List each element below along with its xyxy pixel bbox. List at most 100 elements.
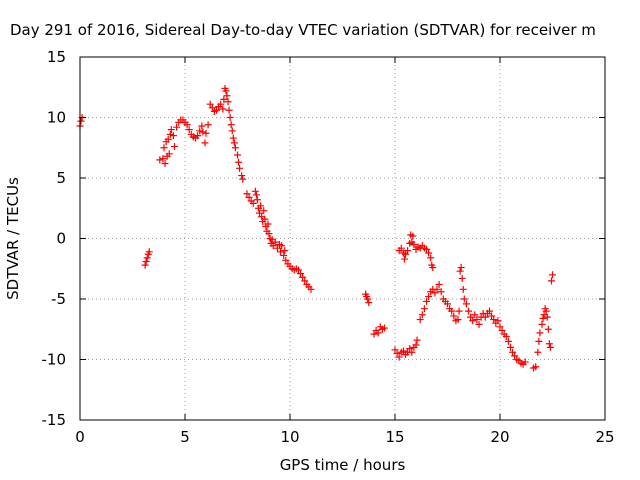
data-point-seg4-38: [301, 277, 309, 285]
data-point-seg3-26: [201, 139, 209, 147]
y-tick-label-10: 10: [47, 109, 66, 127]
data-point-seg1-1: [77, 117, 85, 125]
data-point-seg10-12: [547, 277, 555, 285]
data-point-seg9-53: [521, 358, 529, 366]
data-point-seg6-0: [370, 330, 378, 338]
data-point-seg9-27: [467, 313, 475, 321]
data-point-seg9-28: [469, 317, 477, 325]
data-point-seg10-3: [538, 320, 546, 328]
data-point-seg3-18: [185, 126, 193, 134]
data-point-seg3-9: [167, 126, 175, 134]
y-tick-label--10: -10: [42, 351, 67, 369]
data-point-seg3-49: [235, 158, 243, 166]
tick-labels: 0 5 10 15 20 25 -15 -10 -5 0 5 10 15: [42, 48, 615, 446]
data-point-seg9-0: [416, 316, 424, 324]
data-point-seg2-0: [141, 261, 149, 269]
y-tick-label--5: -5: [51, 290, 66, 308]
data-point-seg3-1: [159, 155, 167, 163]
data-point-seg9-31: [475, 320, 483, 328]
data-point-seg3-7: [165, 150, 173, 158]
data-point-seg7-0: [391, 346, 399, 354]
y-tick-label-0: 0: [56, 230, 66, 248]
data-point-seg3-44: [228, 127, 236, 135]
x-tick-label-15: 15: [385, 428, 404, 446]
data-point-seg4-3: [249, 199, 257, 207]
data-point-seg9-23: [459, 285, 467, 293]
data-point-seg9-45: [504, 337, 512, 345]
data-point-seg3-46: [230, 139, 238, 147]
data-point-seg4-22: [271, 238, 279, 246]
data-point-seg9-22: [458, 274, 466, 282]
data-point-seg3-34: [217, 100, 225, 108]
data-point-seg9-21: [457, 264, 465, 272]
data-point-seg3-47: [231, 144, 239, 152]
data-point-seg9-1: [418, 311, 426, 319]
data-point-seg9-19: [455, 307, 463, 315]
grid-lines: [80, 57, 605, 420]
x-tick-label-25: 25: [595, 428, 614, 446]
data-point-seg8-10: [410, 241, 418, 249]
data-point-seg3-45: [229, 134, 237, 142]
x-tick-label-20: 20: [490, 428, 509, 446]
data-point-seg4-1: [245, 193, 253, 201]
data-point-seg3-25: [199, 128, 207, 136]
data-point-seg4-29: [282, 256, 290, 264]
y-tick-label-15: 15: [47, 48, 66, 66]
data-point-seg4-5: [252, 191, 260, 199]
data-point-seg10-10: [545, 340, 553, 348]
data-point-seg3-23: [196, 127, 204, 135]
data-point-seg3-39: [223, 92, 231, 100]
data-point-seg3-0: [156, 156, 164, 164]
data-point-seg3-2: [160, 144, 168, 152]
data-point-seg8-4: [402, 250, 409, 258]
data-point-seg9-44: [502, 333, 510, 341]
data-point-seg9-34: [481, 313, 489, 321]
y-axis-label: SDTVAR / TECUs: [4, 177, 22, 300]
data-point-seg9-41: [496, 323, 504, 331]
data-point-seg4-0: [243, 190, 251, 198]
data-point-seg7-7: [406, 345, 414, 353]
data-point-seg3-43: [227, 121, 235, 129]
data-point-seg8-16: [423, 245, 430, 253]
data-point-seg2-4: [145, 248, 153, 256]
data-point-seg8-20: [429, 264, 437, 272]
data-point-seg4-6: [253, 196, 261, 204]
data-point-seg10-7: [542, 307, 550, 315]
data-point-seg10-1: [535, 337, 543, 345]
data-point-seg8-1: [397, 244, 405, 252]
x-axis-label: GPS time / hours: [280, 456, 406, 474]
data-point-seg3-38: [222, 87, 230, 95]
data-point-seg9-15: [448, 307, 456, 315]
data-point-seg7-11: [413, 336, 421, 344]
data-point-seg9-26: [465, 307, 472, 315]
data-point-seg4-23: [273, 244, 281, 252]
data-point-seg3-51: [238, 172, 246, 180]
data-point-seg4-36: [297, 270, 304, 278]
data-points: [76, 84, 556, 372]
data-point-seg9-7: [431, 289, 439, 297]
data-point-seg3-28: [204, 121, 212, 129]
data-point-seg3-29: [206, 100, 214, 108]
data-point-seg3-12: [173, 123, 181, 131]
data-point-seg4-9: [257, 202, 265, 210]
data-point-seg3-30: [208, 104, 216, 112]
data-point-seg9-24: [460, 295, 468, 303]
x-tick-label-5: 5: [180, 428, 190, 446]
data-point-seg4-41: [307, 285, 315, 293]
data-point-seg7-8: [408, 348, 416, 356]
data-point-seg9-55: [532, 363, 540, 371]
data-point-seg8-9: [409, 232, 417, 240]
data-point-seg3-42: [226, 114, 234, 121]
data-point-seg5-3: [365, 299, 373, 307]
data-point-seg9-10: [437, 288, 445, 296]
data-point-seg3-24: [198, 122, 206, 130]
data-point-seg8-18: [427, 254, 435, 262]
data-point-seg3-40: [224, 98, 232, 106]
data-point-seg9-38: [490, 316, 498, 324]
axis-ticks: [79, 56, 606, 421]
data-point-seg4-37: [299, 273, 307, 281]
x-tick-label-0: 0: [75, 428, 85, 446]
data-point-seg8-17: [425, 249, 433, 257]
data-point-seg3-22: [194, 132, 202, 140]
